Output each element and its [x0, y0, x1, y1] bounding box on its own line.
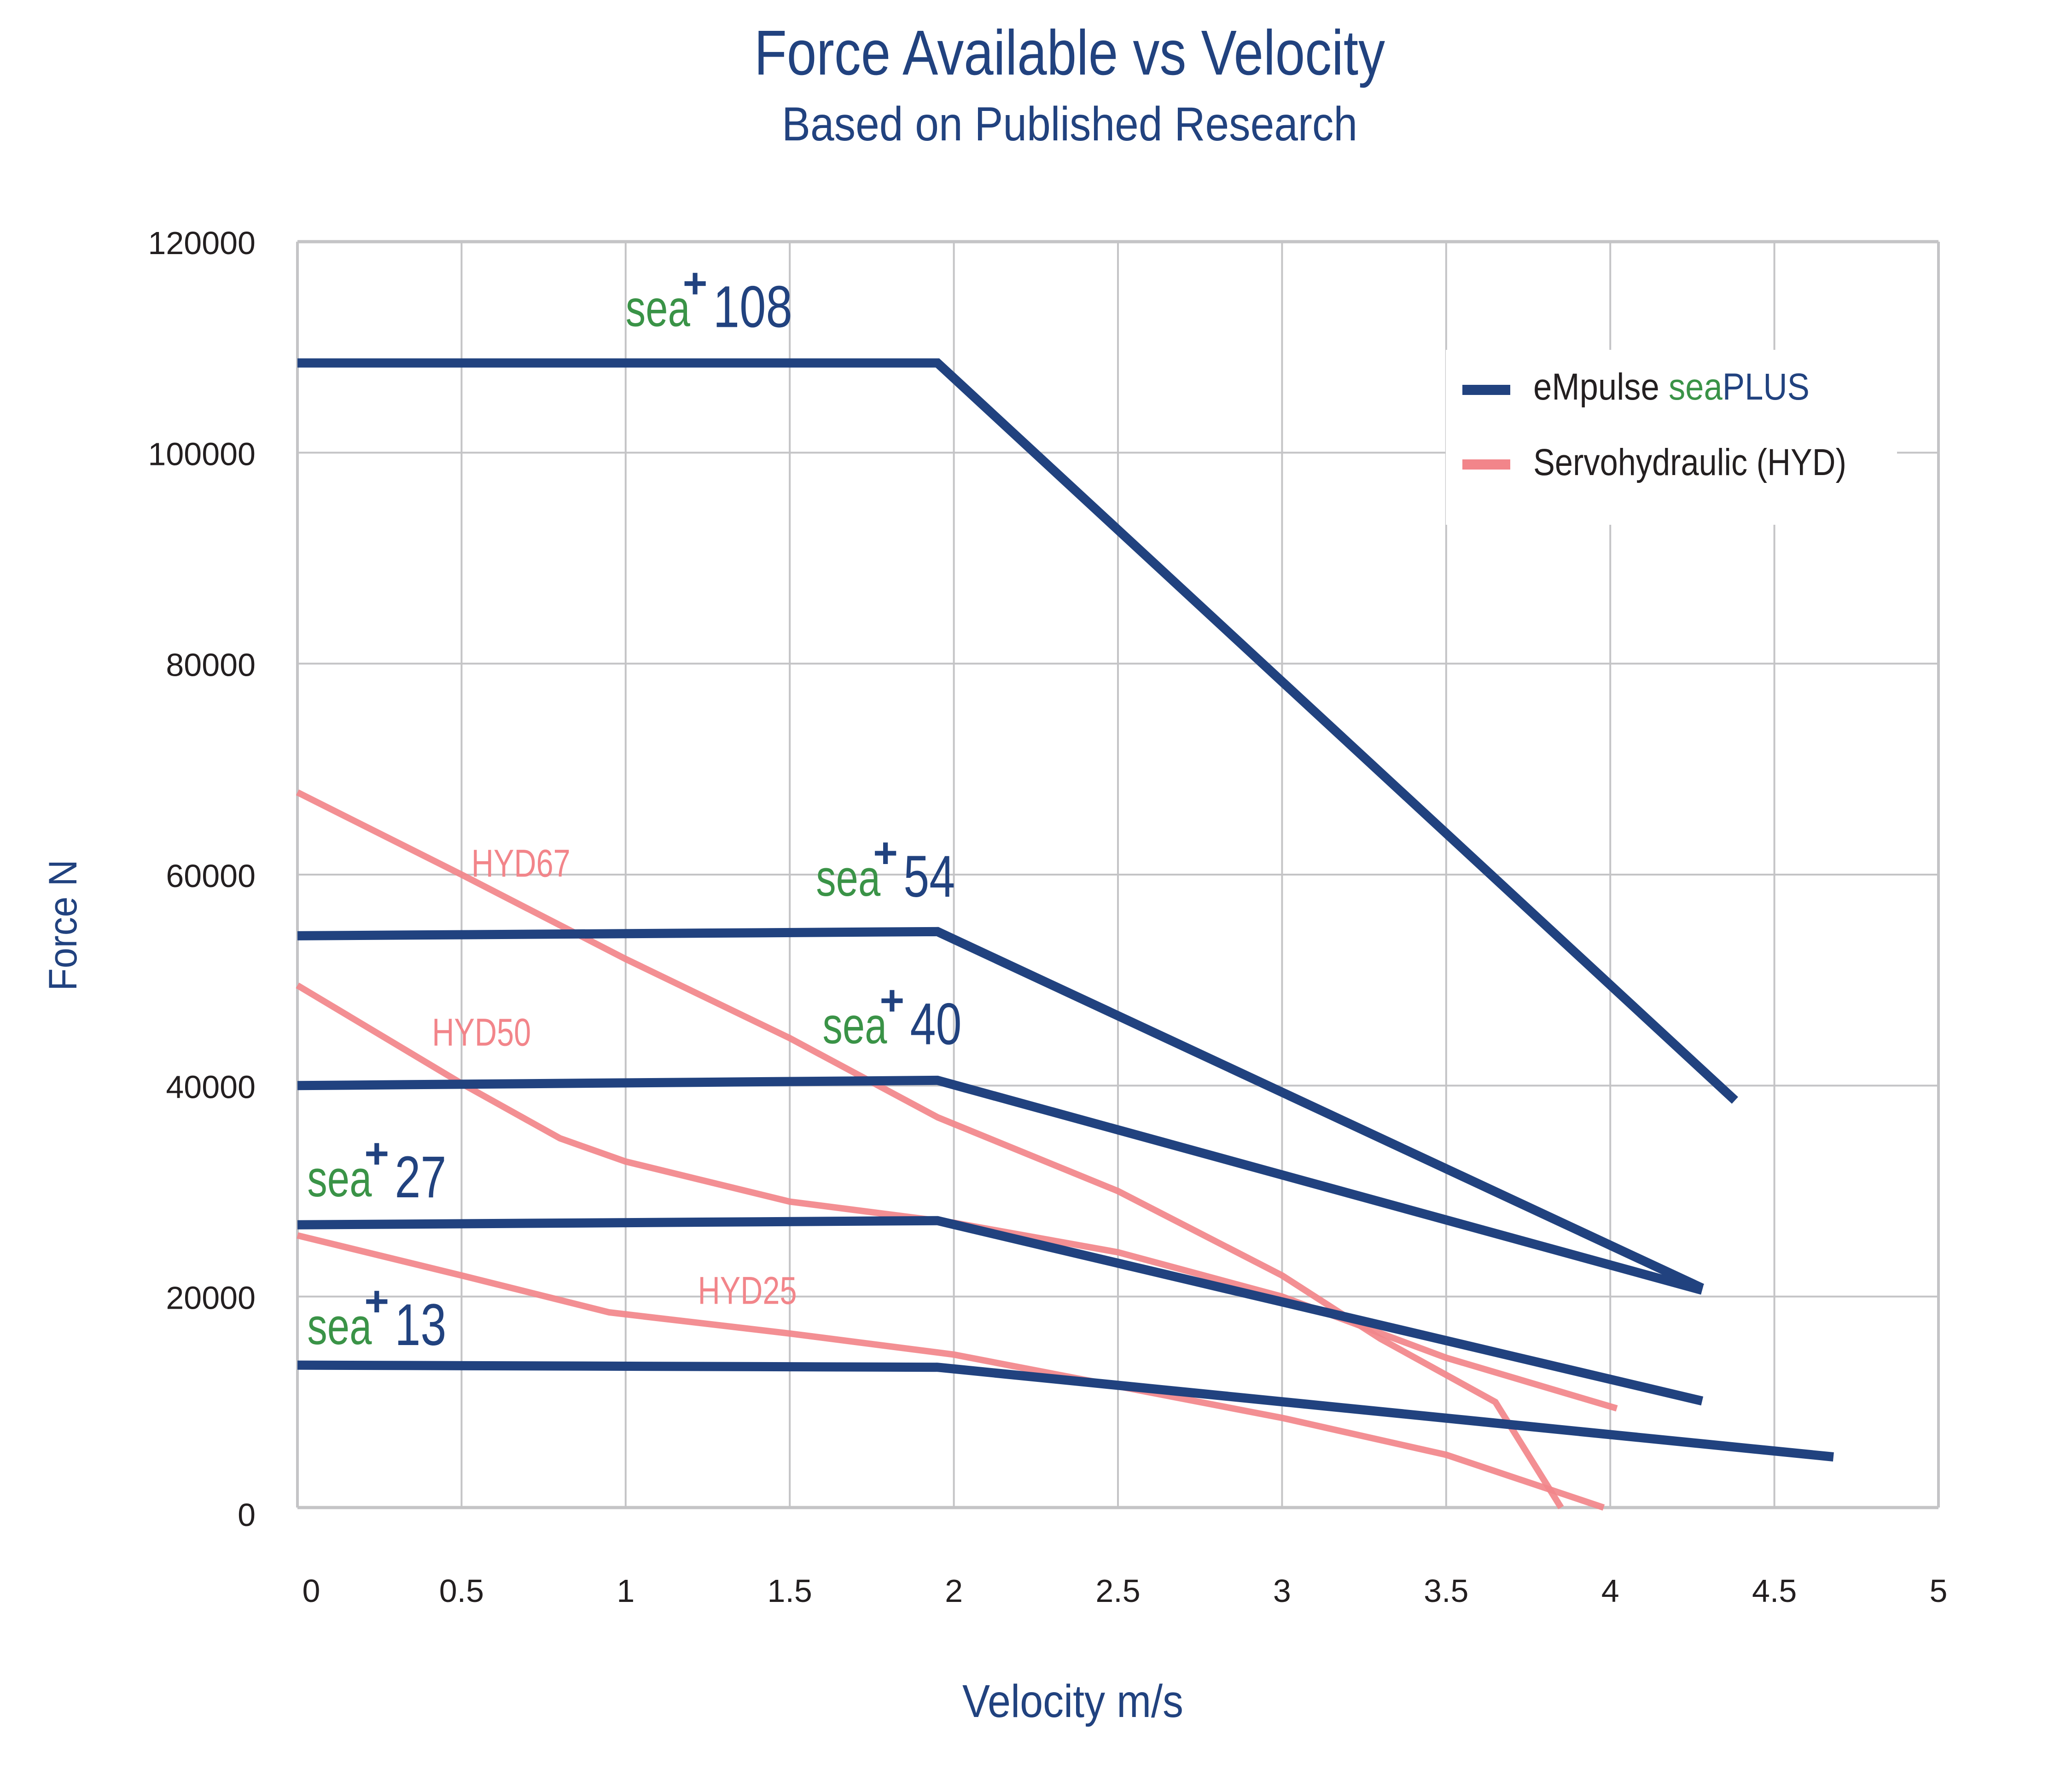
series-label-prefix: sea	[822, 997, 887, 1055]
series-label-plus: +	[879, 977, 904, 1024]
series-label-prefix: sea	[816, 849, 881, 907]
y-tick-label: 40000	[166, 1069, 256, 1105]
series-line-sea-54	[297, 927, 1705, 1293]
x-tick-label: 2.5	[1095, 1573, 1140, 1609]
series-layer	[296, 358, 1834, 1511]
series-label-number: 108	[713, 274, 792, 340]
x-tick-label: 1	[617, 1573, 634, 1609]
series-label-sea-40: sea+ 40	[822, 977, 961, 1057]
series-label-prefix: sea	[307, 1150, 372, 1207]
series-label-hyd50: HYD50	[432, 1010, 531, 1054]
x-tick-label: 2	[945, 1573, 963, 1609]
x-axis-label: Velocity m/s	[962, 1676, 1183, 1727]
series-label-number: 54	[903, 844, 955, 910]
x-tick-label: 3	[1273, 1573, 1291, 1609]
y-tick-label: 60000	[166, 858, 256, 894]
series-label-number: 40	[910, 992, 961, 1057]
series-line-hyd67	[296, 789, 1564, 1509]
series-label-plus: +	[683, 260, 708, 307]
legend-label-sea: sea	[1669, 366, 1723, 408]
y-tick-label: 0	[238, 1497, 256, 1533]
x-tick-label: 0	[303, 1573, 320, 1609]
legend-item-seaplus: eMpulse seaPLUS	[1462, 366, 1810, 408]
legend-label-prefix: eMpulse	[1533, 366, 1669, 408]
series-line-sea-27	[297, 1216, 1704, 1406]
x-tick-label: 4	[1601, 1573, 1619, 1609]
series-label-sea-54: sea+ 54	[816, 829, 955, 910]
chart-title: Force Available vs Velocity	[754, 17, 1385, 88]
legend-swatch-seaplus	[1462, 385, 1510, 395]
series-label-prefix: sea	[626, 279, 691, 337]
chart-subtitle: Based on Published Research	[782, 98, 1357, 151]
series-label-number: 27	[395, 1144, 446, 1210]
x-tick-label: 0.5	[439, 1573, 484, 1609]
series-label-sea-27: sea+ 27	[307, 1130, 446, 1210]
y-tick-label: 20000	[166, 1280, 256, 1316]
x-tick-label: 3.5	[1424, 1573, 1468, 1609]
series-label-plus: +	[873, 829, 898, 876]
series-label-plus: +	[364, 1278, 389, 1325]
x-axis-ticks: 0 0.5 1 1.5 2 2.5 3 3.5 4 4.5 5	[303, 1573, 1948, 1609]
series-line-sea-13	[297, 1360, 1834, 1462]
y-axis-ticks: 0 20000 40000 60000 80000 100000 120000	[148, 225, 256, 1533]
series-label-sea-108: sea+ 108	[626, 260, 792, 340]
legend-label-hyd: Servohydraulic (HYD)	[1533, 441, 1846, 483]
legend: eMpulse seaPLUS Servohydraulic (HYD)	[1446, 350, 1897, 525]
series-label-hyd25: HYD25	[698, 1269, 797, 1312]
x-tick-label: 1.5	[768, 1573, 812, 1609]
legend-label-plus: PLUS	[1723, 366, 1810, 408]
series-label-number: 13	[395, 1292, 446, 1358]
y-axis-label: Force N	[41, 860, 85, 991]
y-tick-label: 80000	[166, 647, 256, 683]
series-label-hyd67: HYD67	[471, 842, 570, 885]
x-tick-label: 5	[1930, 1573, 1948, 1609]
legend-label-seaplus: eMpulse seaPLUS	[1533, 366, 1810, 408]
series-label-sea-13: sea+ 13	[307, 1278, 446, 1358]
series-label-plus: +	[364, 1130, 389, 1177]
y-tick-label: 120000	[148, 225, 256, 261]
series-line-hyd25	[297, 1232, 1605, 1511]
x-tick-label: 4.5	[1752, 1573, 1797, 1609]
series-label-prefix: sea	[307, 1298, 372, 1355]
legend-item-hyd: Servohydraulic (HYD)	[1462, 441, 1846, 483]
series-line-sea-108	[297, 358, 1738, 1104]
y-tick-label: 100000	[148, 436, 256, 472]
legend-background	[1446, 350, 1897, 525]
legend-swatch-hyd	[1462, 459, 1510, 470]
series-line-hyd50	[296, 982, 1618, 1412]
series-line-sea-40	[297, 1075, 1704, 1295]
